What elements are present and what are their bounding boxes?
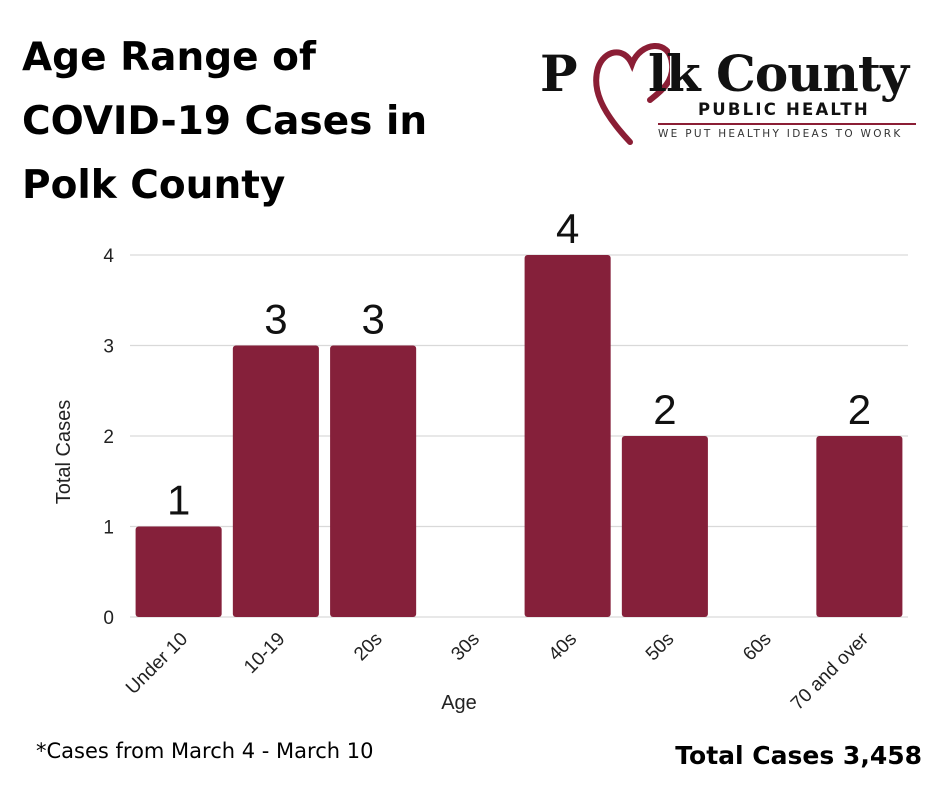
total-cases: Total Cases 3,458 [675,741,922,770]
bar [135,526,222,617]
data-labels: 1 3 3 4 2 2 [167,205,871,524]
data-label: 4 [556,205,579,252]
x-axis-label: Age [441,692,477,714]
x-tick-label: 60s [739,629,776,666]
logo-tagline: WE PUT HEALTHY IDEAS TO WORK [658,128,903,140]
data-label: 2 [653,386,676,433]
x-tick-label: 40s [545,629,582,666]
data-label: 2 [848,386,871,433]
polk-county-public-health-logo: P lk County PUBLIC HEALTH WE PUT HEALTHY… [538,30,923,150]
bar [330,345,417,617]
bar [232,345,319,617]
date-range-note: *Cases from March 4 - March 10 [36,739,374,763]
title-line-3: Polk County [22,163,286,208]
y-axis-label: Total Cases [53,400,75,505]
y-tick-label: 3 [103,337,114,358]
logo-divider [658,123,916,125]
data-label: 1 [167,477,190,524]
x-tick-label: Under 10 [122,629,192,699]
logo-wordmark-rest: lk County [648,44,909,103]
data-label: 3 [361,296,384,343]
x-tick-label: 20s [350,629,387,666]
bar [621,436,708,617]
logo-wordmark-p: P [540,44,578,103]
bars [135,255,903,617]
y-tick-label: 4 [103,246,114,267]
y-tick-label: 2 [103,427,114,448]
x-tick-label: 50s [642,629,679,666]
logo-subtitle: PUBLIC HEALTH [698,100,870,119]
x-tick-label: 30s [447,629,484,666]
x-tick-label: 70 and over [787,628,873,714]
title-line-2: COVID-19 Cases in [22,99,428,144]
x-tick-label: 10-19 [240,629,289,678]
bar [816,436,903,617]
chart-title: Age Range of COVID-19 Cases in Polk Coun… [22,26,492,218]
title-line-1: Age Range of [22,35,316,80]
x-axis-ticks: Under 10 10-19 20s 30s 40s 50s 60s 70 and over [122,628,873,714]
y-tick-label: 0 [103,608,114,629]
y-axis-ticks: 0 1 2 3 4 [103,246,114,629]
y-tick-label: 1 [103,518,114,539]
data-label: 3 [264,296,287,343]
bar [524,255,611,617]
heart-icon [593,43,670,145]
